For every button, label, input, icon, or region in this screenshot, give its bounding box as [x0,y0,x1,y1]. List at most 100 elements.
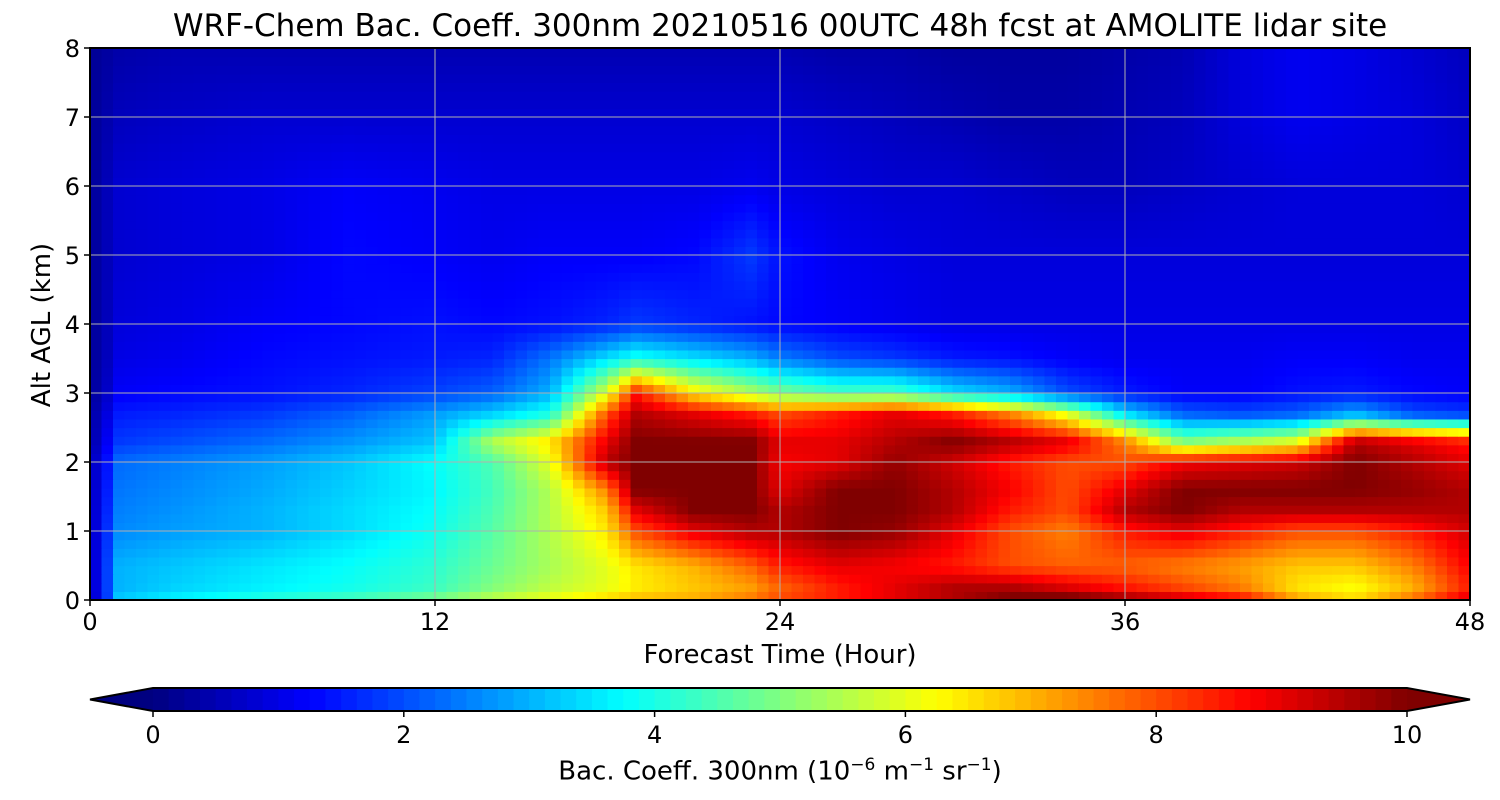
heatmap-cell [228,444,241,454]
heatmap-cell [343,280,356,291]
heatmap-cell [791,582,804,592]
heatmap-cell [423,574,436,584]
heatmap-cell [964,272,977,282]
heatmap-cell [607,289,620,299]
heatmap-cell [1309,255,1322,265]
heatmap-cell [389,410,402,420]
heatmap-cell [354,522,367,532]
heatmap-cell [584,505,597,515]
heatmap-cell [205,513,218,523]
heatmap-cell [366,453,379,463]
heatmap-cell [538,280,551,291]
heatmap-cell [814,306,827,316]
heatmap-cell [435,591,448,600]
heatmap-cell [1389,470,1402,480]
heatmap-cell [573,487,586,498]
heatmap-cell [527,418,540,429]
heatmap-cell [320,246,333,256]
heatmap-cell [607,462,620,472]
heatmap-cell [941,444,954,454]
heatmap-cell [1251,565,1264,575]
heatmap-cell [354,505,367,515]
heatmap-cell [929,565,942,575]
heatmap-cell [492,246,505,256]
heatmap-cell [653,513,666,523]
heatmap-cell [1033,255,1046,265]
heatmap-cell [481,393,494,403]
heatmap-cell [780,531,793,541]
heatmap-cell [952,393,965,403]
heatmap-cell [251,574,264,584]
heatmap-cell [136,358,149,368]
heatmap-cell [193,462,206,472]
heatmap-cell [676,289,689,299]
heatmap-cell [711,574,724,584]
heatmap-cell [1366,522,1379,532]
heatmap-cell [492,367,505,377]
heatmap-cell [412,324,425,334]
heatmap-cell [1217,453,1230,463]
heatmap-cell [1021,410,1034,420]
heatmap-cell [607,367,620,377]
heatmap-cell [642,401,655,411]
heatmap-cell [906,280,919,291]
heatmap-cell [699,332,712,342]
heatmap-cell [423,496,436,506]
heatmap-cell [1401,513,1414,523]
heatmap-cell [619,505,632,515]
heatmap-cell [872,453,885,463]
heatmap-cell [872,341,885,351]
heatmap-cell [1355,505,1368,515]
heatmap-cell [331,280,344,291]
heatmap-cell [1021,384,1034,394]
heatmap-cell [1332,582,1345,592]
heatmap-cell [768,462,781,472]
heatmap-cell [1424,479,1437,489]
heatmap-cell [216,358,229,368]
heatmap-cell [642,436,655,446]
heatmap-cell [515,255,528,265]
heatmap-cell [377,324,390,334]
heatmap-cell [1067,263,1080,273]
heatmap-cell [1424,349,1437,360]
heatmap-cell [343,556,356,567]
heatmap-cell [136,565,149,575]
heatmap-cell [1136,272,1149,282]
heatmap-cell [745,375,758,385]
heatmap-cell [193,315,206,325]
heatmap-cell [607,591,620,600]
heatmap-cell [538,591,551,600]
heatmap-cell [1458,436,1470,446]
heatmap-cell [389,556,402,567]
heatmap-cell [791,427,804,437]
heatmap-cell [136,410,149,420]
heatmap-cell [343,574,356,584]
heatmap-cell [975,548,988,558]
heatmap-cell [1274,341,1287,351]
heatmap-cell [159,263,172,273]
heatmap-cell [446,582,459,592]
heatmap-cell [1343,246,1356,256]
heatmap-cell [929,574,942,584]
heatmap-cell [1297,418,1310,429]
heatmap-cell [1447,255,1460,265]
heatmap-cell [1217,574,1230,584]
heatmap-cell [101,410,114,420]
heatmap-cell [389,298,402,308]
heatmap-cell [435,418,448,429]
heatmap-cell [1067,289,1080,299]
heatmap-cell [400,315,413,325]
heatmap-cell [504,384,517,394]
heatmap-cell [584,479,597,489]
heatmap-cell [1286,280,1299,291]
heatmap-cell [1343,496,1356,506]
heatmap-cell [297,237,310,247]
heatmap-cell [515,462,528,472]
heatmap-cell [803,298,816,308]
heatmap-cell [216,513,229,523]
heatmap-cell [711,272,724,282]
heatmap-cell [481,487,494,498]
heatmap-cell [837,548,850,558]
heatmap-cell [757,591,770,600]
heatmap-cell [1056,375,1069,385]
